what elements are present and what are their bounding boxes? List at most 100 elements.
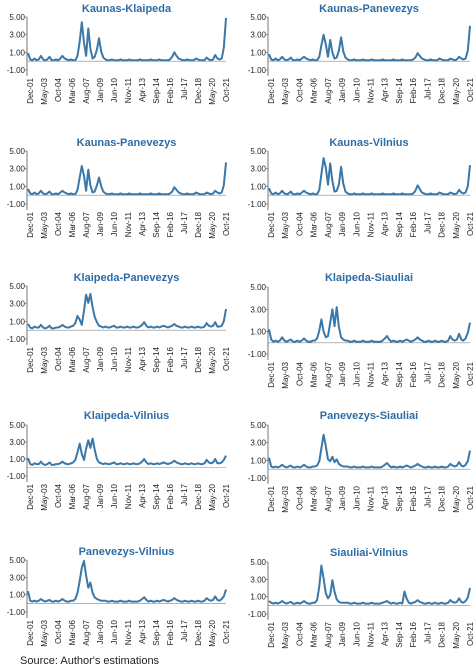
- y-tick-label: 1.00: [250, 182, 266, 191]
- x-tick-label: Nov-11: [124, 619, 133, 645]
- x-tick-label: Jul-17: [180, 77, 189, 99]
- chart-title: Kaunas-Panevezys: [77, 137, 177, 149]
- x-tick-label: May-20: [452, 77, 461, 104]
- x-tick-label: Aug-07: [82, 619, 91, 645]
- x-tick-label: Mar-06: [68, 483, 77, 509]
- series-line: [268, 433, 471, 469]
- x-tick-label: Feb-16: [166, 483, 175, 509]
- x-tick-label: Mar-06: [310, 361, 319, 387]
- x-tick-label: Dec-18: [438, 621, 447, 647]
- x-tick-label: May-20: [452, 211, 461, 238]
- x-tick-label: Apr-13: [381, 77, 390, 102]
- x-tick-label: Nov-11: [367, 485, 376, 511]
- x-tick-label: Oct-04: [295, 211, 304, 236]
- x-tick-label: Aug-07: [324, 77, 333, 103]
- x-tick-label: Aug-07: [82, 346, 91, 372]
- series-line: [27, 292, 227, 330]
- x-tick-label: Jul-17: [180, 483, 189, 505]
- x-tick-label: Oct-21: [222, 77, 231, 102]
- x-tick-label: Apr-13: [138, 483, 147, 508]
- y-tick-label: 1.00: [250, 48, 266, 57]
- series-line: [27, 162, 227, 196]
- x-tick-label: Jan-09: [338, 211, 347, 236]
- series-line: [268, 306, 471, 343]
- y-tick-label: 1.00: [250, 328, 266, 337]
- y-tick-label: -1.00: [248, 474, 267, 483]
- chart-panel: Panevezys-Vilnius 5.00 3.00 1.00 -1.00Dec-01…: [7, 546, 231, 647]
- x-tick-label: Jun-10: [352, 361, 361, 386]
- x-tick-label: Oct-21: [466, 621, 474, 646]
- x-tick-label: Aug-07: [82, 211, 91, 237]
- x-tick-label: Dec-01: [26, 619, 35, 645]
- x-tick-label: Apr-13: [381, 211, 390, 236]
- y-tick-label: 5.00: [9, 282, 25, 291]
- x-tick-label: Feb-16: [409, 621, 418, 647]
- x-tick-label: Jun-10: [110, 483, 119, 508]
- x-tick-label: May-20: [452, 485, 461, 512]
- series-line: [268, 564, 471, 605]
- chart-title: Panevezys-Vilnius: [79, 546, 175, 558]
- x-tick-label: Feb-16: [166, 77, 175, 103]
- x-tick-label: Jun-10: [110, 211, 119, 236]
- x-tick-label: Feb-16: [409, 211, 418, 237]
- x-tick-label: Jan-09: [338, 485, 347, 510]
- x-tick-label: Oct-04: [295, 77, 304, 102]
- x-tick-label: Dec-01: [26, 346, 35, 372]
- x-tick-label: Apr-13: [138, 619, 147, 644]
- y-tick-label: -1.00: [7, 335, 26, 344]
- series-line: [27, 17, 227, 62]
- x-tick-label: Nov-11: [124, 211, 133, 237]
- series-line: [268, 157, 471, 196]
- x-tick-label: Mar-06: [310, 211, 319, 237]
- x-tick-label: Jan-09: [96, 77, 105, 102]
- x-tick-label: Dec-01: [267, 621, 276, 647]
- x-tick-label: Sep-14: [152, 619, 161, 645]
- x-tick-label: Oct-04: [295, 361, 304, 386]
- y-tick-label: 3.00: [9, 165, 25, 174]
- x-tick-label: Jul-17: [423, 485, 432, 507]
- x-tick-label: Dec-01: [26, 211, 35, 237]
- x-tick-label: May-03: [40, 483, 49, 510]
- x-tick-label: Sep-14: [395, 211, 404, 237]
- x-tick-label: Jan-09: [96, 346, 105, 371]
- x-tick-label: Aug-07: [324, 361, 333, 387]
- x-tick-label: Nov-11: [367, 211, 376, 237]
- y-tick-label: 3.00: [250, 165, 266, 174]
- x-tick-label: Jul-17: [423, 621, 432, 643]
- x-tick-label: Nov-11: [124, 77, 133, 103]
- x-tick-label: Jun-10: [352, 485, 361, 510]
- y-tick-label: -1.00: [248, 610, 267, 619]
- x-tick-label: Aug-07: [324, 485, 333, 511]
- y-tick-label: 5.00: [9, 147, 25, 156]
- y-tick-label: 5.00: [9, 13, 25, 22]
- chart-panel: Klaipeda-Siauliai 5.00 3.00 1.00 -1.00Dec-01…: [248, 272, 474, 389]
- y-tick-label: 5.00: [9, 421, 25, 430]
- x-tick-label: Jan-09: [96, 483, 105, 508]
- y-tick-label: -1.00: [7, 608, 26, 617]
- y-tick-label: 5.00: [250, 147, 266, 156]
- x-tick-label: Aug-07: [82, 77, 91, 103]
- y-tick-label: 1.00: [9, 455, 25, 464]
- x-tick-label: Mar-06: [68, 77, 77, 103]
- x-tick-label: Oct-21: [466, 361, 474, 386]
- x-tick-label: Oct-21: [222, 211, 231, 236]
- x-tick-label: Jun-10: [110, 77, 119, 102]
- x-tick-label: Feb-16: [166, 211, 175, 237]
- y-tick-label: 3.00: [9, 438, 25, 447]
- x-tick-label: Dec-18: [194, 619, 203, 645]
- x-tick-label: May-20: [208, 619, 217, 646]
- y-tick-label: 5.00: [250, 283, 266, 292]
- x-tick-label: Jul-17: [423, 211, 432, 233]
- y-tick-label: 1.00: [9, 182, 25, 191]
- x-tick-label: Jan-09: [96, 211, 105, 236]
- x-tick-label: May-03: [281, 361, 290, 388]
- x-tick-label: Jul-17: [180, 211, 189, 233]
- x-tick-label: Dec-01: [267, 361, 276, 387]
- x-tick-label: May-20: [208, 211, 217, 238]
- x-tick-label: Mar-06: [68, 619, 77, 645]
- x-tick-label: May-03: [40, 77, 49, 104]
- x-tick-label: May-03: [40, 346, 49, 373]
